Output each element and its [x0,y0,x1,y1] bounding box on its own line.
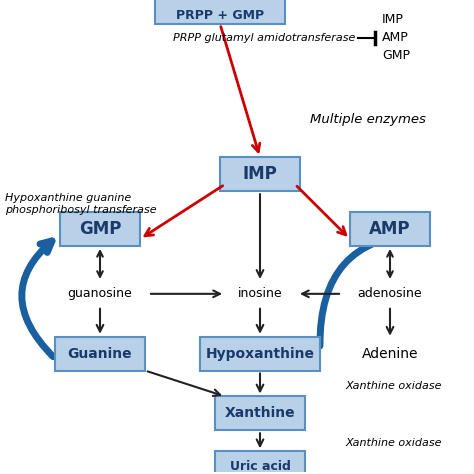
FancyBboxPatch shape [60,212,140,246]
Text: Guanine: Guanine [68,346,132,361]
Text: adenosine: adenosine [358,287,422,301]
Text: GMP: GMP [382,49,410,62]
Text: IMP: IMP [243,165,277,183]
Text: AMP: AMP [369,220,411,238]
Text: Xanthine: Xanthine [225,406,295,420]
Text: Hypoxanthine: Hypoxanthine [206,346,315,361]
Text: IMP: IMP [382,13,404,27]
Text: Xanthine oxidase: Xanthine oxidase [345,382,441,392]
FancyBboxPatch shape [200,337,320,371]
Text: AMP: AMP [382,31,409,45]
Text: GMP: GMP [79,220,121,238]
FancyBboxPatch shape [55,337,145,371]
Text: Xanthine oxidase: Xanthine oxidase [345,438,441,448]
FancyBboxPatch shape [155,0,285,24]
FancyBboxPatch shape [350,212,430,246]
Text: PRPP + GMP: PRPP + GMP [176,9,264,22]
Text: Multiple enzymes: Multiple enzymes [310,113,426,126]
Text: inosine: inosine [237,287,283,301]
Text: Adenine: Adenine [362,346,418,361]
Text: Uric acid: Uric acid [229,460,291,473]
Text: Hypoxanthine guanine
phosphoribosyl transferase: Hypoxanthine guanine phosphoribosyl tran… [5,193,156,215]
FancyBboxPatch shape [220,157,300,191]
Text: guanosine: guanosine [68,287,132,301]
FancyBboxPatch shape [215,396,305,430]
FancyBboxPatch shape [215,451,305,474]
Text: PRPP glutamyl amidotransferase: PRPP glutamyl amidotransferase [173,33,355,43]
